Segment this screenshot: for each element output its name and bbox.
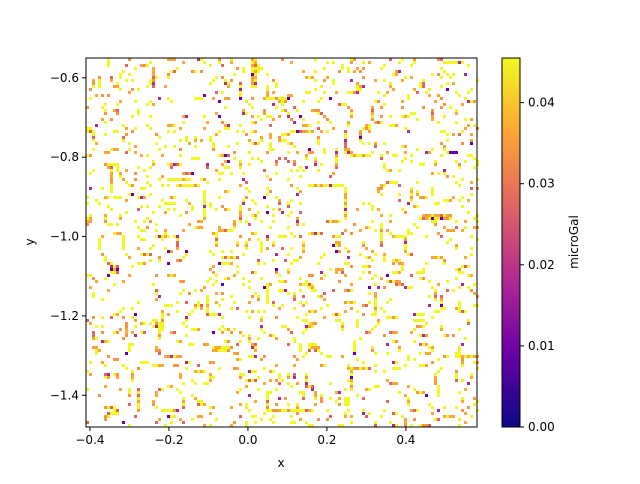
y-tick-label: −1.2 xyxy=(50,309,79,323)
heatmap-cells xyxy=(86,58,479,427)
y-tick-label: −1.0 xyxy=(50,230,79,244)
plot-area xyxy=(86,58,477,427)
x-tick-label: −0.4 xyxy=(75,433,104,447)
heatmap-field xyxy=(86,58,479,427)
colorbar xyxy=(501,57,521,428)
y-axis-ticks: −0.6 −0.8 −1.0 −1.2 −1.4 xyxy=(50,71,86,402)
colorbar-tick-label: 0.01 xyxy=(528,339,555,353)
x-tick-label: −0.2 xyxy=(154,433,183,447)
x-axis-label: x xyxy=(277,456,284,470)
x-tick-label: 0.2 xyxy=(317,433,336,447)
colorbar-ticks: 0.00 0.01 0.02 0.03 0.04 xyxy=(520,96,555,434)
y-tick-label: −1.4 xyxy=(50,388,79,402)
y-tick-label: −0.6 xyxy=(50,71,79,85)
plot-frame xyxy=(85,57,478,428)
heatmap-cells xyxy=(86,58,479,427)
colorbar-tick-label: 0.03 xyxy=(528,177,555,191)
x-tick-label: 0.4 xyxy=(396,433,415,447)
x-axis-ticks: −0.4 −0.2 0.0 0.2 0.4 xyxy=(75,427,415,447)
colorbar-tick-label: 0.04 xyxy=(528,96,555,110)
x-tick-label: 0.0 xyxy=(238,433,257,447)
y-axis-label: y xyxy=(23,238,37,245)
colorbar-tick-label: 0.00 xyxy=(528,420,555,434)
colorbar-tick-label: 0.02 xyxy=(528,258,555,272)
colorbar-label: microGal xyxy=(567,215,581,269)
y-tick-label: −0.8 xyxy=(50,150,79,164)
